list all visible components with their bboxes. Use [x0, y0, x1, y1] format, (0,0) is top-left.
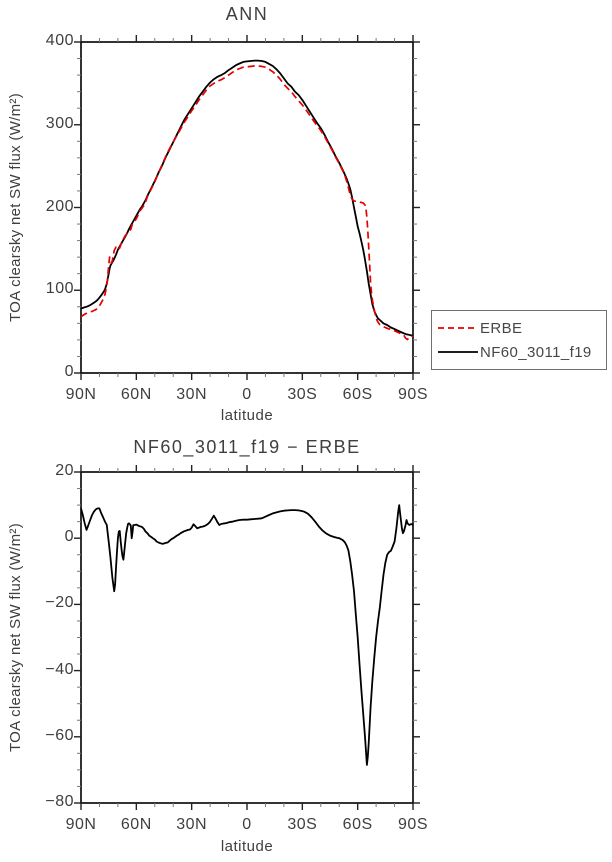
top-xaxis-label: latitude [220, 407, 274, 424]
y-tick-label: 200 [45, 197, 74, 215]
legend-label-erbe: ERBE [480, 319, 523, 337]
legend-line-erbe [438, 327, 478, 329]
y-tick-label: 20 [55, 462, 74, 479]
x-tick-label: 30S [287, 816, 318, 833]
legend: ERBE NF60_3011_f19 [431, 310, 607, 370]
y-tick-label: 400 [45, 32, 74, 49]
y-tick-label: 100 [45, 280, 74, 298]
x-tick-label: 90S [398, 816, 428, 833]
x-tick-label: 60N [120, 386, 152, 403]
top-yaxis-label: TOA clearsky net SW flux (W/m²) [7, 92, 24, 323]
curve-erbe [80, 65, 414, 341]
bottom-yaxis-label: TOA clearsky net SW flux (W/m²) [7, 522, 24, 753]
x-tick-label: 60N [120, 816, 152, 833]
x-tick-label: 0 [242, 816, 252, 833]
x-tick-label: 60S [342, 386, 373, 403]
y-tick-label: −80 [45, 793, 74, 810]
bottom-chart-title: NF60_3011_f19 − ERBE [133, 437, 361, 457]
y-tick-label: 0 [64, 528, 74, 546]
curve-nf60-3011-f19 [80, 59, 414, 337]
legend-label-nf60: NF60_3011_f19 [480, 343, 592, 361]
x-tick-label: 30S [287, 386, 318, 403]
y-tick-label: 0 [64, 363, 74, 380]
y-tick-label: −60 [45, 726, 74, 744]
legend-entry-nf60: NF60_3011_f19 [432, 344, 606, 361]
curve-nf60-3011-f19-erbe [80, 504, 414, 766]
top-chart-title: ANN [225, 4, 269, 24]
plot-frame [80, 41, 414, 374]
x-tick-label: 30N [176, 386, 208, 403]
x-tick-label: 60S [342, 816, 373, 833]
y-tick-label: 300 [45, 114, 74, 132]
bottom-xaxis-label: latitude [220, 838, 274, 855]
legend-entry-erbe: ERBE [432, 320, 606, 337]
x-tick-label: 0 [242, 386, 252, 403]
x-tick-label: 90N [65, 386, 97, 403]
y-tick-label: −40 [45, 660, 74, 678]
x-tick-label: 90N [65, 816, 97, 833]
x-tick-label: 90S [398, 386, 428, 403]
x-tick-label: 30N [176, 816, 208, 833]
plot-frame [80, 471, 414, 804]
y-tick-label: −20 [45, 594, 74, 612]
legend-line-nf60 [438, 351, 478, 353]
